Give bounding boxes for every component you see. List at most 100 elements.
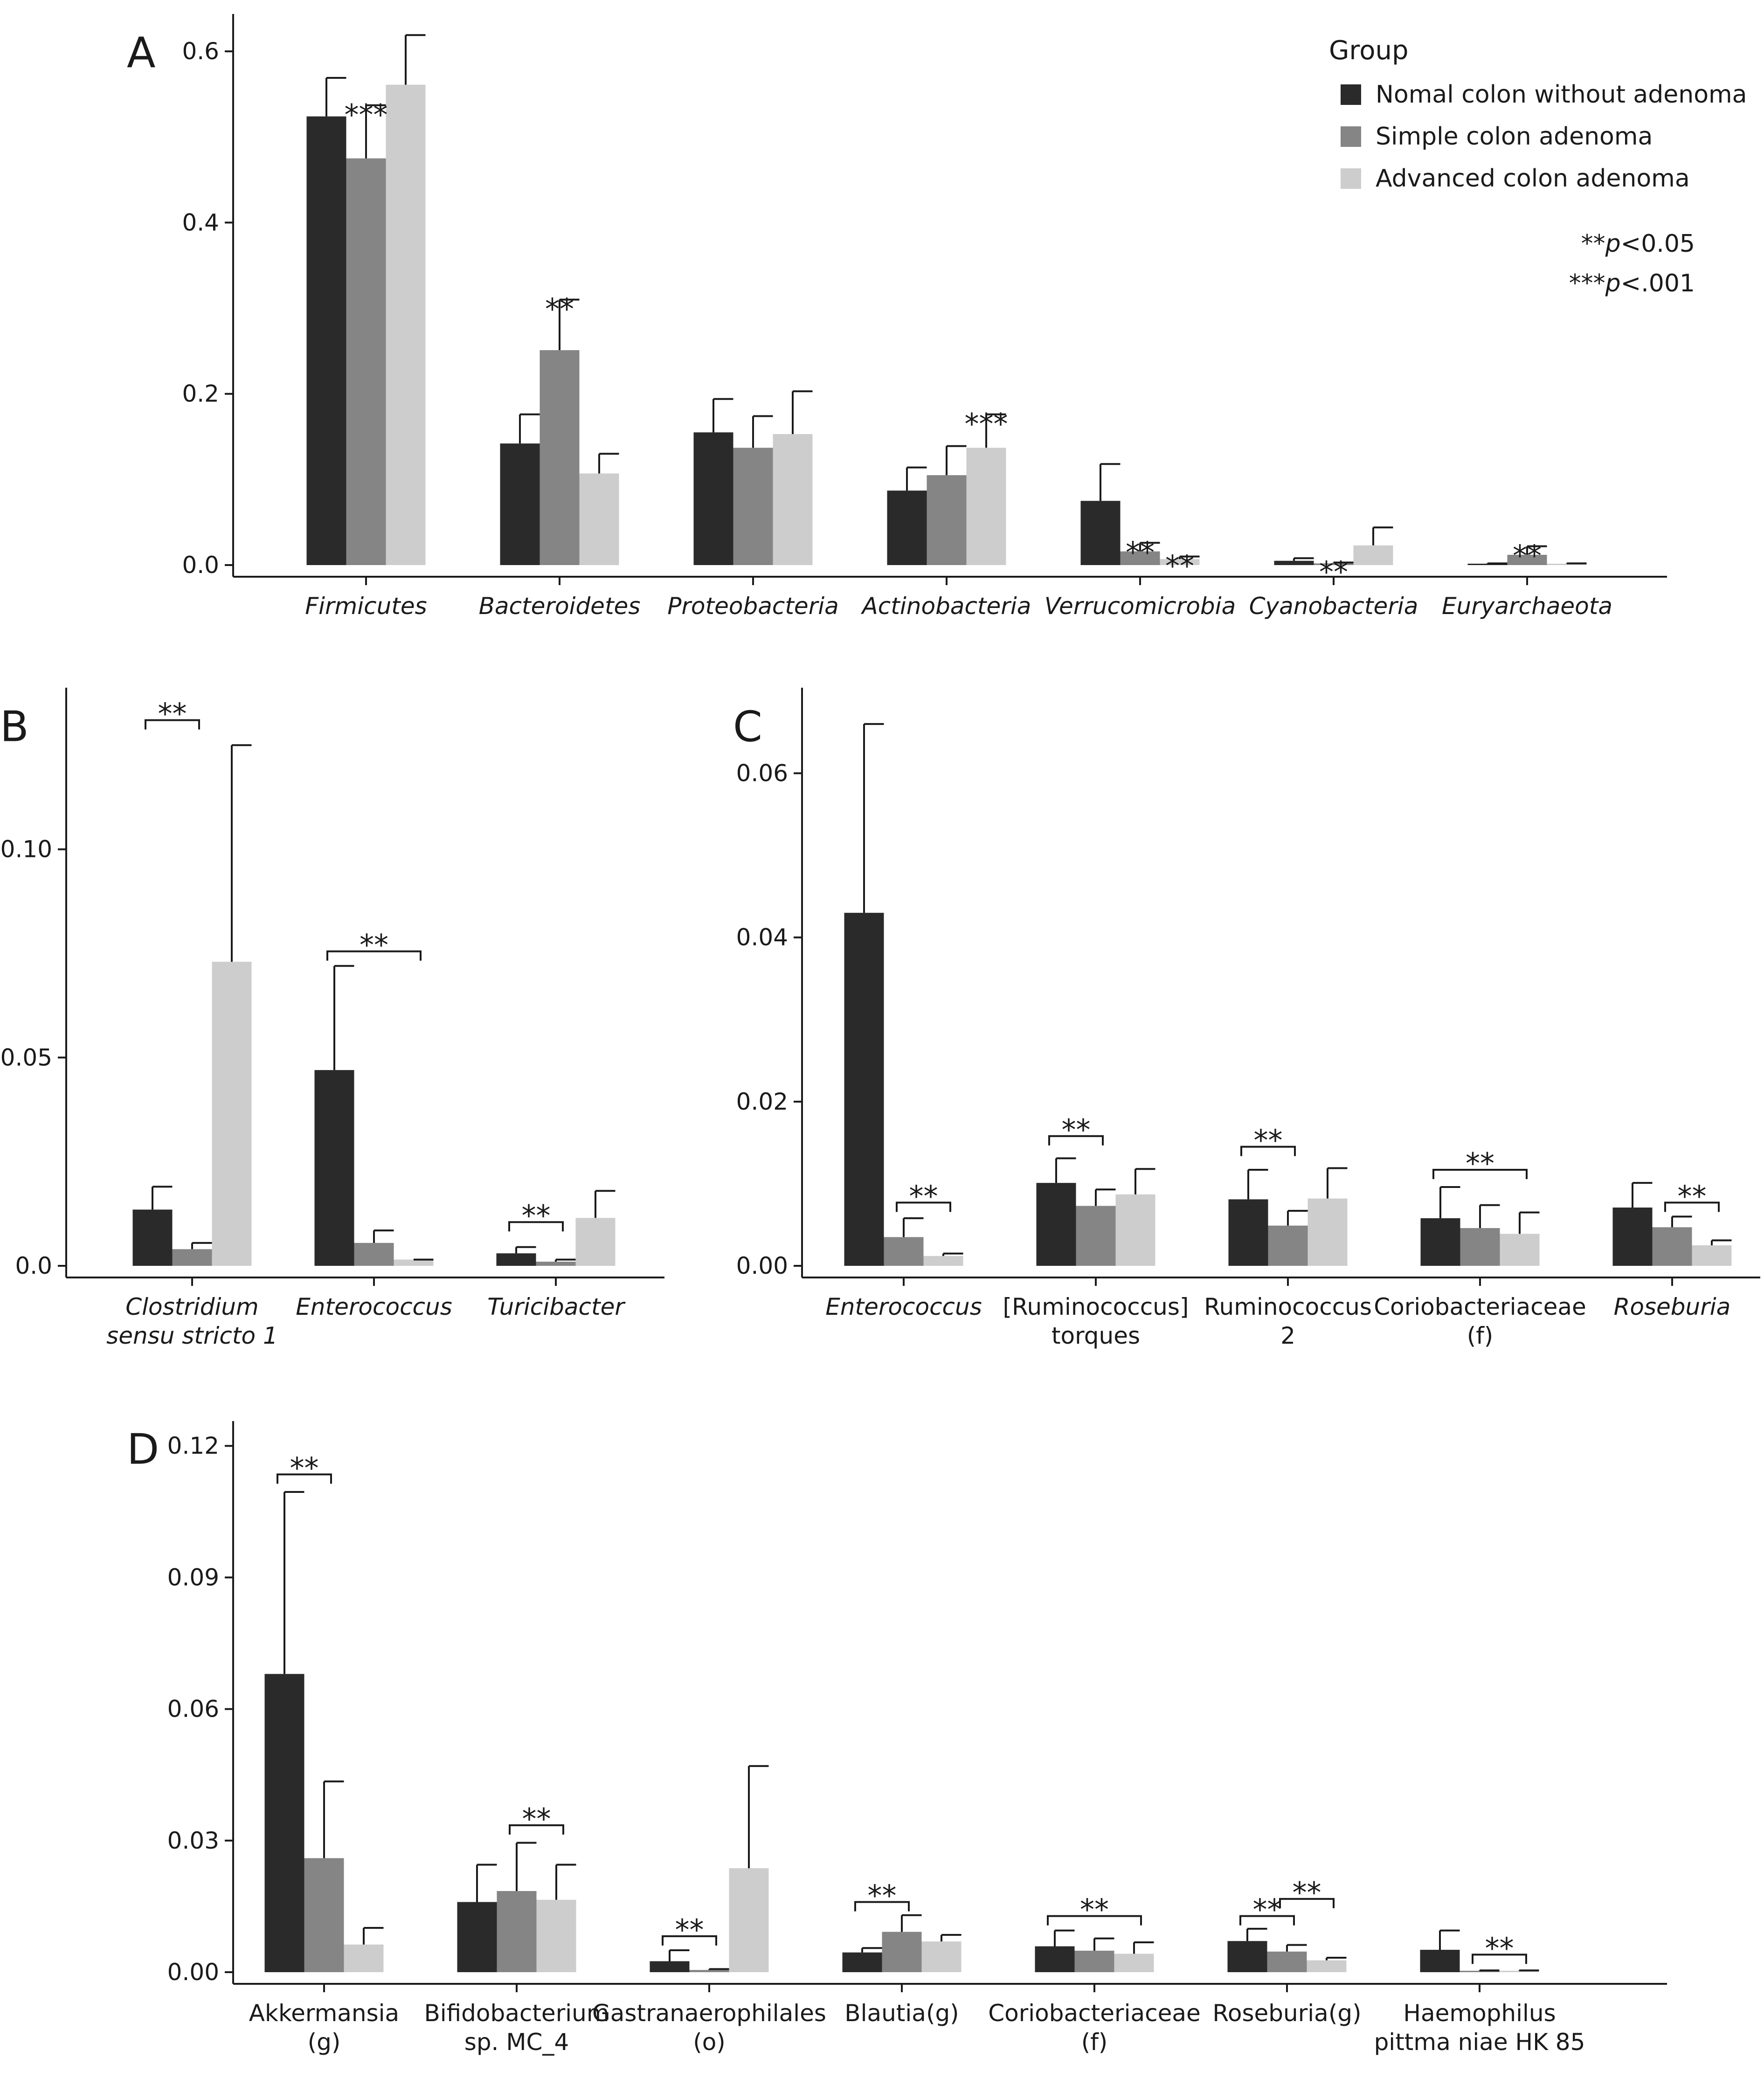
category-group: Enterococcus **	[825, 723, 982, 1320]
bar	[884, 1237, 924, 1266]
category-group: Roseburia(g) ** **	[1212, 1876, 1361, 2027]
y-tick-label: 0.02	[736, 1088, 788, 1115]
significance-stars: **	[1319, 555, 1348, 589]
bar	[1274, 560, 1314, 565]
category-group: Haemophilus pittma niae HK 85 **	[1374, 1929, 1585, 2056]
category-label: Firmicutes	[305, 593, 427, 620]
significance-bracket	[145, 719, 200, 730]
y-tick-label: 0.03	[167, 1827, 219, 1854]
bar	[1120, 551, 1160, 565]
y-tick-label: 0.00	[736, 1252, 788, 1279]
bar	[1420, 1218, 1460, 1266]
legend-title: Group	[1329, 35, 1409, 66]
significance-bracket	[854, 1901, 910, 1912]
legend-item: Nomal colon without adenoma	[1341, 81, 1747, 109]
legend-item: Advanced colon adenoma	[1341, 165, 1690, 193]
category-group: Turicibacter **	[487, 1190, 626, 1320]
panel-label: A	[127, 28, 156, 77]
panel-label: D	[127, 1425, 159, 1474]
y-tick-label: 0.0	[182, 552, 219, 579]
panel-label: C	[733, 702, 762, 751]
category-group: Cyanobacteria **	[1249, 526, 1418, 620]
y-tick-label: 0.06	[736, 759, 788, 787]
bar	[1074, 1950, 1114, 1972]
category-label: Bacteroidetes	[479, 593, 641, 620]
bar	[887, 490, 927, 565]
category-group: Bifidobacterium sp. MC_4 **	[424, 1802, 609, 2056]
category-group: Roseburia **	[1612, 1179, 1732, 1320]
category-group: Blautia(g) **	[842, 1878, 962, 2027]
category-group: Coriobacteriaceae (f) **	[1374, 1146, 1586, 1349]
significance-stars: **	[868, 1878, 897, 1912]
significance-stars: **	[522, 1802, 551, 1836]
legend: Group Nomal colon without adenoma Simple …	[1329, 35, 1747, 193]
bar	[1160, 559, 1200, 565]
bar	[1076, 1206, 1116, 1266]
bar	[575, 1218, 616, 1266]
y-tick-label: 0.04	[736, 924, 788, 951]
category-group: Enterococcus **	[296, 928, 452, 1320]
significance-bracket	[1279, 1898, 1335, 1908]
category-label: Akkermansia (g)	[249, 2000, 399, 2056]
significance-stars: **	[909, 1179, 938, 1213]
significance-bracket	[662, 1935, 717, 1946]
bar	[1460, 1228, 1500, 1266]
legend-swatch	[1341, 168, 1361, 189]
significance-stars: **	[1062, 1113, 1091, 1147]
category-group: Proteobacteria	[667, 390, 839, 620]
bar	[842, 1952, 882, 1972]
category-group: Euryarchaeota **	[1442, 539, 1612, 620]
significance-bracket	[896, 1201, 951, 1212]
bar	[344, 1944, 384, 1972]
bar	[689, 1970, 729, 1972]
category-group: Actinobacteria ***	[861, 407, 1031, 620]
category-label: Proteobacteria	[667, 593, 839, 620]
bar	[927, 475, 967, 565]
bar	[729, 1868, 769, 1972]
bar	[1228, 1199, 1268, 1266]
category-group: Gastranaerophilales (o) **	[592, 1765, 826, 2056]
bar	[394, 1259, 434, 1266]
bar	[1268, 1225, 1308, 1266]
significance-stars: **	[1253, 1893, 1282, 1927]
legend-label: Simple colon adenoma	[1376, 123, 1653, 151]
significance-bracket	[1664, 1201, 1720, 1212]
bar	[497, 1891, 537, 1972]
bar	[1612, 1207, 1653, 1266]
significance-bracket	[326, 950, 422, 961]
significance-stars: **	[1165, 549, 1194, 583]
panel-label: B	[0, 702, 29, 751]
y-tick-label: 0.00	[167, 1959, 219, 1986]
category-label: Verrucomicrobia	[1045, 593, 1236, 620]
bar	[314, 1070, 354, 1266]
bar	[1114, 1954, 1154, 1972]
bar	[1692, 1245, 1732, 1266]
legend-swatch	[1341, 126, 1361, 147]
significance-note: **p<0.05	[1581, 230, 1695, 258]
category-group: Clostridium sensu stricto 1 **	[106, 697, 278, 1349]
significance-stars: **	[290, 1451, 319, 1485]
bar	[1035, 1946, 1075, 1972]
bar	[1267, 1951, 1307, 1972]
bar	[1420, 1950, 1460, 1972]
panel-b: B 0.0 0.05 0.10 Clostridium sensu stricto 1 **…	[0, 688, 664, 1349]
bar	[457, 1902, 497, 1972]
significance-stars: **	[158, 697, 187, 731]
bar	[386, 84, 426, 566]
bar	[1499, 1971, 1539, 1972]
bar	[921, 1941, 962, 1972]
significance-bracket	[1239, 1915, 1295, 1926]
y-tick-label: 0.6	[182, 38, 219, 65]
significance-bracket	[509, 1824, 564, 1835]
bar	[306, 116, 346, 565]
significance-stars: **	[545, 292, 574, 326]
bar	[1036, 1183, 1076, 1266]
bar	[1652, 1227, 1692, 1266]
category-group: Coriobacteriaceae (f) **	[988, 1893, 1201, 2056]
category-group: Verrucomicrobia ** **	[1045, 463, 1236, 620]
bar	[536, 1899, 576, 1972]
significance-stars: **	[1485, 1931, 1514, 1965]
bar	[1353, 545, 1393, 565]
